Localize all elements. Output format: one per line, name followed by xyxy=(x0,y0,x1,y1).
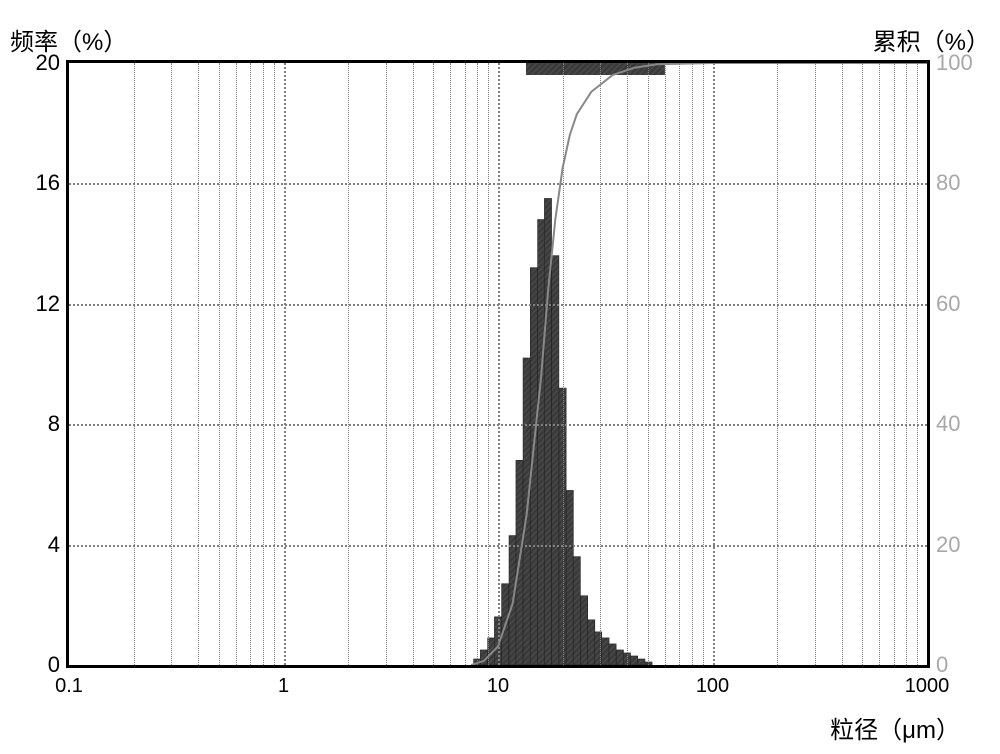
y-right-tick-label: 80 xyxy=(936,170,960,196)
x-tick-label: 0.1 xyxy=(55,675,83,698)
plot-area xyxy=(66,60,930,668)
y-left-tick-label: 8 xyxy=(48,411,60,437)
y-left-tick-label: 4 xyxy=(48,532,60,558)
chart-container: 频率（%） 累积（%） 粒径（μm） 0.1110100100004812162… xyxy=(0,0,1000,754)
x-tick-label: 1000 xyxy=(905,675,950,698)
y-right-tick-label: 0 xyxy=(936,652,948,678)
y-left-axis-label: 频率（%） xyxy=(10,22,127,57)
y-left-tick-label: 12 xyxy=(36,291,60,317)
y-right-tick-label: 60 xyxy=(936,291,960,317)
x-axis-label: 粒径（μm） xyxy=(830,710,960,745)
x-tick-label: 1 xyxy=(278,675,289,698)
y-right-tick-label: 100 xyxy=(936,50,973,76)
x-tick-label: 100 xyxy=(696,675,729,698)
y-right-tick-label: 40 xyxy=(936,411,960,437)
y-left-tick-label: 16 xyxy=(36,170,60,196)
y-left-tick-label: 20 xyxy=(36,50,60,76)
x-tick-label: 10 xyxy=(487,675,509,698)
cumulative-line xyxy=(471,63,927,665)
y-right-tick-label: 20 xyxy=(936,532,960,558)
y-left-tick-label: 0 xyxy=(48,652,60,678)
